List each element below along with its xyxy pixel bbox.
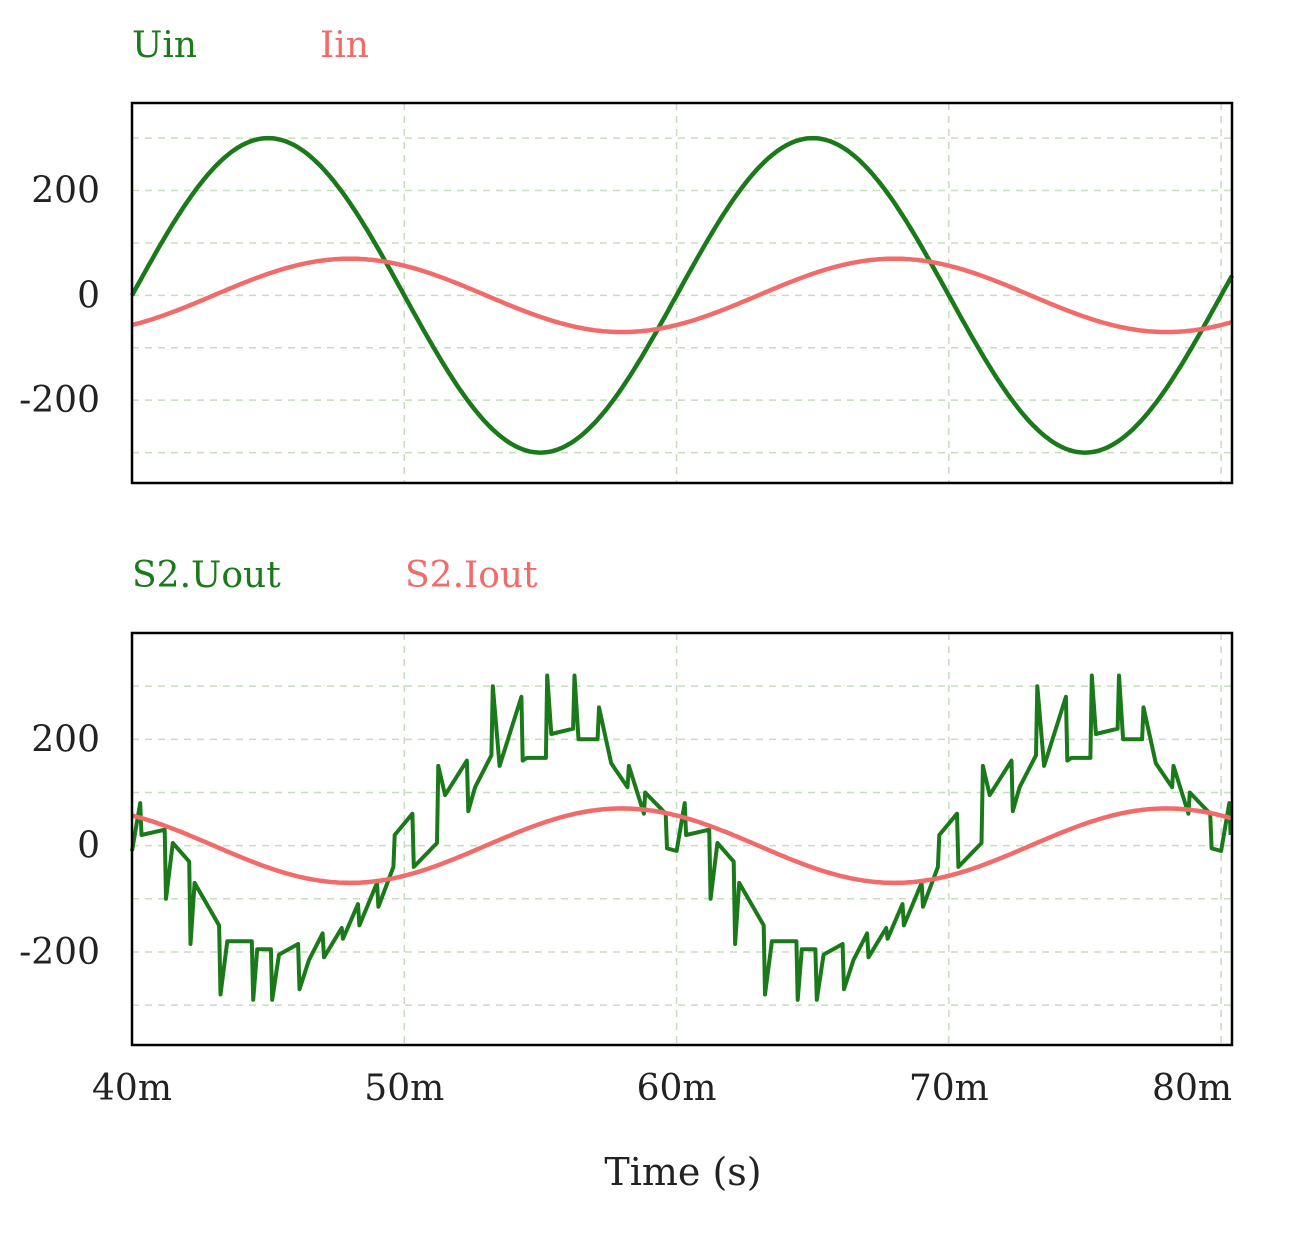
y-tick-label: -200 (19, 380, 100, 421)
y-tick-label: 0 (77, 826, 100, 867)
plot-area (132, 103, 1232, 483)
legend-entry: Uin (132, 25, 197, 66)
plot-frame (130, 101, 1234, 485)
plot-frame (130, 631, 1234, 1047)
series-line-s2-uout (130, 673, 1233, 1002)
top-panel: 200 0 -200 Uin Iin (19, 25, 1234, 485)
x-tick-label: 50m (364, 1068, 444, 1109)
bottom-panel: 200 0 -200 S2.Uout S2.Iout (19, 555, 1234, 1047)
legend-entry: S2.Iout (405, 555, 538, 596)
legend-entry: S2.Uout (132, 555, 281, 596)
gridlines (132, 103, 1232, 483)
x-tick-label: 40m (92, 1068, 172, 1109)
x-axis: 40m 50m 60m 70m 80m (92, 1068, 1232, 1109)
y-tick-label: 0 (77, 275, 100, 316)
y-tick-label: -200 (19, 932, 100, 973)
x-axis-label: Time (s) (604, 1150, 761, 1194)
y-tick-label: 200 (31, 171, 100, 212)
series-line-iin (131, 256, 1233, 335)
x-tick-label: 60m (637, 1068, 717, 1109)
x-tick-label: 70m (909, 1068, 989, 1109)
series-line-s2-iout (131, 806, 1233, 886)
plot-area (132, 633, 1232, 1045)
x-tick-label: 80m (1152, 1068, 1232, 1109)
y-tick-label: 200 (31, 719, 100, 760)
legend-entry: Iin (320, 25, 369, 66)
series-line-uin (130, 135, 1234, 455)
gridlines (132, 632, 1232, 1045)
